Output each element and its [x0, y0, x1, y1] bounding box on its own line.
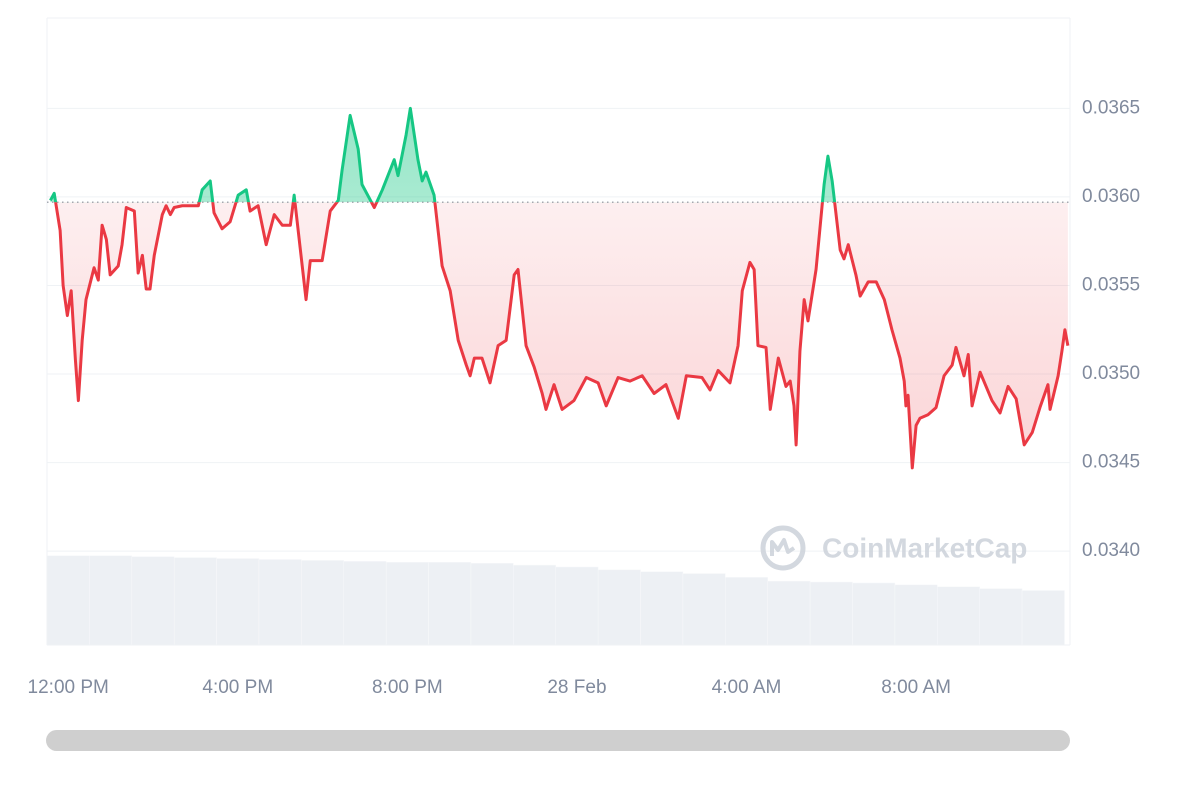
volume-bar [428, 562, 472, 646]
price-line-down [54, 202, 1070, 470]
volume-bar [894, 584, 938, 646]
y-tick-label: 0.0345 [1082, 452, 1140, 473]
volume-bar [89, 555, 133, 646]
plot-layer [47, 106, 1070, 470]
scrollbar[interactable] [46, 730, 1070, 751]
y-tick-label: 0.0340 [1082, 540, 1140, 561]
volume-bar [470, 562, 514, 646]
volume-bar [767, 580, 811, 646]
y-tick-label: 0.0365 [1082, 97, 1140, 118]
x-tick-label: 4:00 PM [202, 677, 273, 698]
x-tick-label: 4:00 AM [712, 677, 782, 698]
y-tick-label: 0.0350 [1082, 363, 1140, 384]
volume-bar [385, 562, 429, 646]
watermark-text: CoinMarketCap [822, 532, 1027, 563]
volume-layer [46, 555, 1065, 646]
volume-bar [937, 586, 980, 646]
volume-bar [46, 555, 90, 646]
volume-bar [640, 571, 684, 646]
y-tick-label: 0.0355 [1082, 274, 1140, 295]
volume-bar [852, 582, 896, 646]
x-tick-label: 8:00 AM [881, 677, 951, 698]
x-tick-label: 8:00 PM [372, 677, 443, 698]
volume-bar [597, 569, 641, 646]
volume-bar [173, 557, 217, 646]
volume-bar [131, 556, 175, 646]
volume-bar [725, 577, 768, 646]
volume-bar [555, 566, 599, 646]
volume-bar [258, 559, 302, 646]
label-layer: 0.0340 0.0345 0.0350 0.0355 0.0360 0.0365 12:0… [28, 97, 1141, 698]
x-tick-label: 28 Feb [547, 677, 606, 698]
y-tick-label: 0.0360 [1082, 186, 1140, 207]
area-down [55, 202, 1068, 468]
volume-bar [301, 560, 345, 646]
watermark-logo [760, 525, 806, 571]
volume-bar [682, 573, 726, 646]
volume-bar [809, 581, 853, 646]
volume-bar [1021, 590, 1065, 646]
watermark: CoinMarketCap [760, 525, 1027, 571]
volume-bar [513, 564, 556, 646]
x-tick-label: 12:00 PM [28, 677, 109, 698]
volume-bar [343, 561, 387, 646]
volume-bar [979, 588, 1023, 646]
watermark-logo-mark [770, 538, 796, 556]
volume-bar [216, 558, 260, 646]
